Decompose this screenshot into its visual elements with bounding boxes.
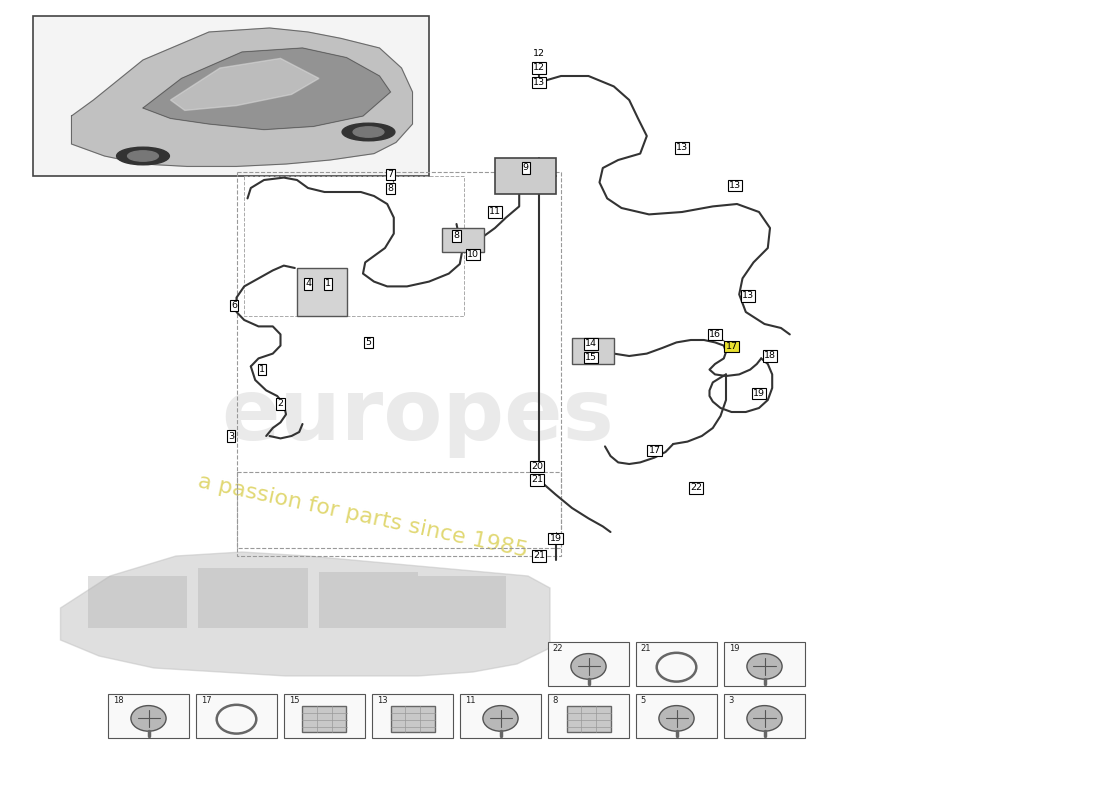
- Bar: [302, 706, 346, 732]
- Text: 21: 21: [640, 645, 651, 654]
- Text: 14: 14: [585, 339, 596, 349]
- Circle shape: [483, 706, 518, 731]
- Text: 5: 5: [640, 696, 646, 706]
- Text: 11: 11: [490, 207, 500, 217]
- Text: 13: 13: [675, 143, 689, 153]
- Text: 17: 17: [200, 696, 211, 706]
- Text: 6: 6: [231, 301, 238, 310]
- Text: 19: 19: [550, 534, 561, 543]
- Circle shape: [747, 706, 782, 731]
- Bar: [236, 472, 561, 556]
- Text: 16: 16: [710, 330, 720, 339]
- Bar: [198, 568, 308, 628]
- Bar: [33, 16, 429, 176]
- Text: 5: 5: [365, 338, 372, 347]
- Bar: [196, 694, 277, 738]
- Polygon shape: [60, 552, 550, 676]
- Text: 21: 21: [534, 551, 544, 561]
- Bar: [390, 706, 435, 732]
- Text: 8: 8: [453, 231, 460, 241]
- Text: 19: 19: [754, 389, 764, 398]
- Circle shape: [747, 654, 782, 679]
- Text: 22: 22: [553, 645, 563, 654]
- Text: 8: 8: [387, 184, 394, 194]
- Bar: [566, 706, 610, 732]
- Text: 8: 8: [553, 696, 558, 706]
- Text: 13: 13: [728, 181, 741, 190]
- Text: 19: 19: [728, 645, 739, 654]
- Text: 18: 18: [113, 696, 123, 706]
- Circle shape: [659, 706, 694, 731]
- Text: 18: 18: [764, 351, 776, 361]
- Bar: [108, 694, 189, 738]
- Text: 13: 13: [376, 696, 387, 706]
- Circle shape: [131, 706, 166, 731]
- Bar: [572, 338, 614, 364]
- Text: 3: 3: [728, 696, 734, 706]
- Bar: [724, 642, 804, 686]
- Bar: [297, 268, 346, 316]
- Text: 7: 7: [387, 170, 394, 179]
- Circle shape: [571, 654, 606, 679]
- Bar: [636, 694, 717, 738]
- Bar: [495, 158, 556, 194]
- Text: 2: 2: [277, 399, 284, 409]
- Text: 12: 12: [534, 63, 544, 73]
- Polygon shape: [72, 28, 412, 166]
- Bar: [284, 694, 365, 738]
- Bar: [442, 228, 484, 252]
- Text: 3: 3: [228, 431, 234, 441]
- Bar: [244, 176, 464, 316]
- Text: 1: 1: [324, 279, 331, 289]
- Text: 20: 20: [531, 462, 542, 471]
- Text: europes: europes: [221, 374, 615, 458]
- Text: 15: 15: [288, 696, 299, 706]
- Text: 13: 13: [532, 78, 546, 87]
- Bar: [636, 642, 717, 686]
- Text: 1: 1: [258, 365, 265, 374]
- Text: 9: 9: [522, 163, 529, 173]
- Bar: [461, 694, 541, 738]
- Text: a passion for parts since 1985: a passion for parts since 1985: [196, 471, 530, 561]
- Bar: [548, 642, 629, 686]
- Bar: [372, 694, 453, 738]
- Bar: [548, 694, 629, 738]
- Ellipse shape: [128, 150, 158, 162]
- Bar: [319, 572, 418, 628]
- Ellipse shape: [353, 126, 384, 138]
- Polygon shape: [143, 48, 390, 130]
- Text: 15: 15: [585, 353, 596, 362]
- Bar: [88, 576, 187, 628]
- Polygon shape: [170, 58, 319, 110]
- Ellipse shape: [117, 147, 169, 165]
- Bar: [724, 694, 804, 738]
- Text: 17: 17: [726, 342, 737, 351]
- Text: 13: 13: [741, 291, 755, 301]
- Bar: [236, 172, 561, 548]
- Text: 21: 21: [531, 475, 542, 485]
- Text: 10: 10: [468, 250, 478, 259]
- Ellipse shape: [342, 123, 395, 141]
- Text: 22: 22: [691, 483, 702, 493]
- Text: 12: 12: [534, 49, 544, 58]
- Text: 11: 11: [465, 696, 475, 706]
- Text: 4: 4: [305, 279, 311, 289]
- Text: 17: 17: [649, 446, 660, 455]
- Bar: [418, 576, 506, 628]
